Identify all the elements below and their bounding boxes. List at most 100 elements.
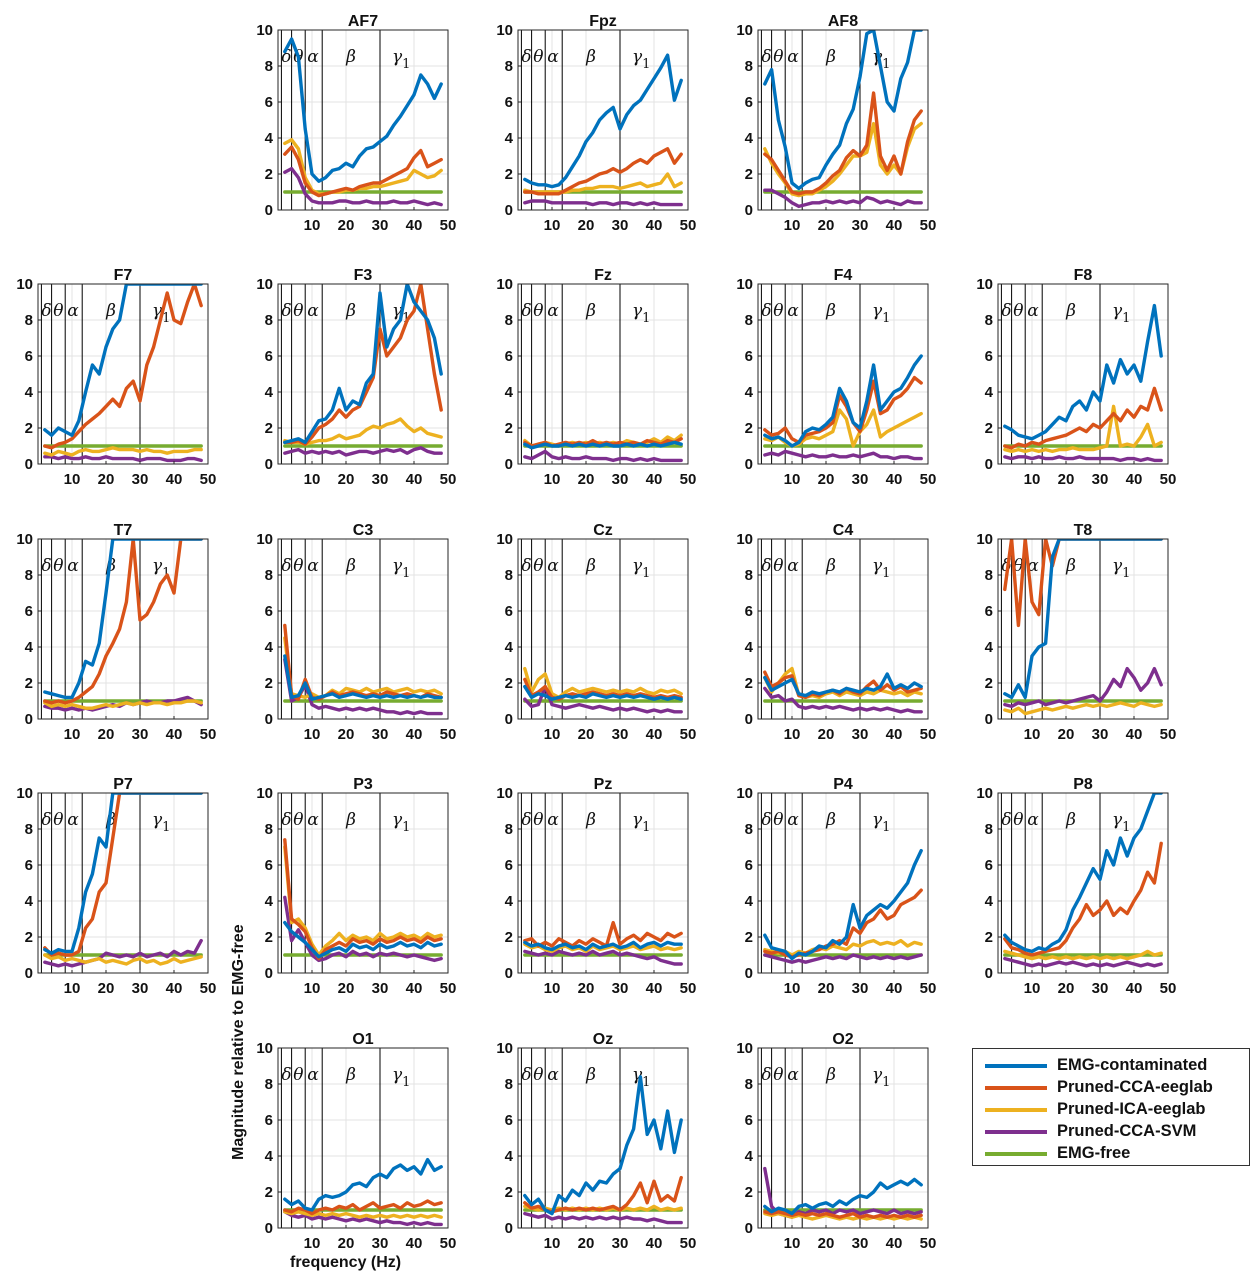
x-tick-label: 30 [852,471,869,488]
x-tick-label: 50 [680,1235,697,1252]
y-tick-label: 6 [985,348,993,365]
y-tick-label: 6 [25,857,33,874]
y-tick-label: 6 [505,94,513,111]
axes-frame [757,29,929,211]
x-tick-label: 10 [304,980,321,997]
x-tick-label: 40 [166,980,183,997]
x-tick-label: 10 [544,217,561,234]
x-tick-label: 10 [1024,980,1041,997]
band-label: γ1 [872,301,890,326]
series-line-pruned-cca-eeglab [283,838,443,961]
band-label: α [787,1065,799,1085]
y-tick-label: 8 [265,567,273,584]
series-line-emg-contaminated [763,354,923,448]
y-tick-label: 0 [265,711,273,728]
band-label: θ [293,1065,303,1085]
x-tick-label: 10 [64,726,81,743]
x-tick-label: 50 [200,980,217,997]
band-label: θ [773,556,783,576]
band-label: γ1 [872,810,890,835]
x-tick-label: 30 [372,471,389,488]
band-label: θ [773,810,783,830]
band-label: θ [53,556,63,576]
y-tick-label: 2 [265,166,273,183]
panel-title: F4 [834,267,853,284]
band-label: θ [533,556,543,576]
x-tick-label: 50 [920,217,937,234]
series-line-pruned-cca-eeglab [43,539,203,705]
axes-frame [277,1047,449,1229]
band-label: γ1 [392,556,410,581]
panel-fz: δ θ α β γ1 0 2 4 6 8 10 10 20 30 40 50 Fz [496,267,696,488]
plot-area [518,284,688,464]
y-tick-label: 4 [745,639,754,656]
y-tick-label: 10 [16,531,33,548]
x-tick-label: 30 [132,471,149,488]
x-tick-label: 30 [852,1235,869,1252]
x-tick-label: 30 [372,726,389,743]
panel-title: AF7 [348,13,378,30]
band-label: γ1 [392,810,410,835]
band-label: θ [533,47,543,67]
y-tick-label: 4 [265,384,274,401]
band-label: γ1 [632,810,650,835]
x-tick-label: 30 [612,217,629,234]
band-label: δ [281,1065,291,1085]
x-tick-label: 40 [1126,471,1143,488]
y-tick-label: 10 [496,1040,513,1057]
x-tick-label: 50 [440,471,457,488]
y-tick-label: 8 [505,821,513,838]
y-tick-label: 10 [16,785,33,802]
band-label: α [67,556,79,576]
series-line-emg-contaminated [523,440,683,450]
band-label: γ1 [632,1065,650,1090]
panel-title: Oz [593,1031,613,1048]
band-label: γ1 [632,301,650,326]
series-line-emg-contaminated [523,1075,683,1216]
series-group [283,1157,443,1227]
series-line-pruned-cca-eeglab [523,920,683,948]
panel-title: Fz [594,267,612,284]
band-label: θ [293,301,303,321]
x-tick-label: 50 [920,980,937,997]
band-label: δ [521,810,531,830]
y-tick-label: 6 [505,603,513,620]
y-tick-label: 0 [745,711,753,728]
series-group [523,920,683,966]
panel-p4: δ θ α β γ1 0 2 4 6 8 10 10 20 30 40 50 P4 [736,776,936,997]
series-line-pruned-ica-eeglab [283,417,443,446]
axes-frame [757,792,929,974]
x-tick-label: 50 [200,726,217,743]
axes-frame [757,283,929,465]
axes-frame [997,283,1169,465]
band-label: β [345,556,356,576]
y-tick-label: 10 [496,785,513,802]
x-tick-label: 30 [1092,726,1109,743]
x-tick-label: 20 [338,471,355,488]
x-tick-label: 40 [886,217,903,234]
series-line-pruned-ica-eeglab [1003,404,1163,454]
y-tick-label: 6 [985,857,993,874]
x-tick-label: 10 [784,1235,801,1252]
y-tick-label: 4 [265,639,274,656]
x-tick-label: 40 [646,980,663,997]
y-tick-label: 8 [265,1076,273,1093]
panel-pz: δ θ α β γ1 0 2 4 6 8 10 10 20 30 40 50 Pz [496,776,696,997]
panel-title: P8 [1073,776,1093,793]
band-label: α [547,301,559,321]
y-tick-label: 6 [265,857,273,874]
series-line-pruned-ica-eeglab [763,938,923,957]
y-tick-label: 6 [745,348,753,365]
y-tick-label: 4 [265,893,274,910]
series-group [43,539,203,712]
band-label: γ1 [152,301,170,326]
series-line-emg-contaminated [763,1177,923,1216]
y-tick-label: 2 [265,929,273,946]
axes-frame [517,283,689,465]
band-label: α [307,810,319,830]
series-line-pruned-cca-svm [523,949,683,966]
band-label: θ [1013,810,1023,830]
plot-area [278,1048,448,1228]
y-tick-label: 6 [265,603,273,620]
